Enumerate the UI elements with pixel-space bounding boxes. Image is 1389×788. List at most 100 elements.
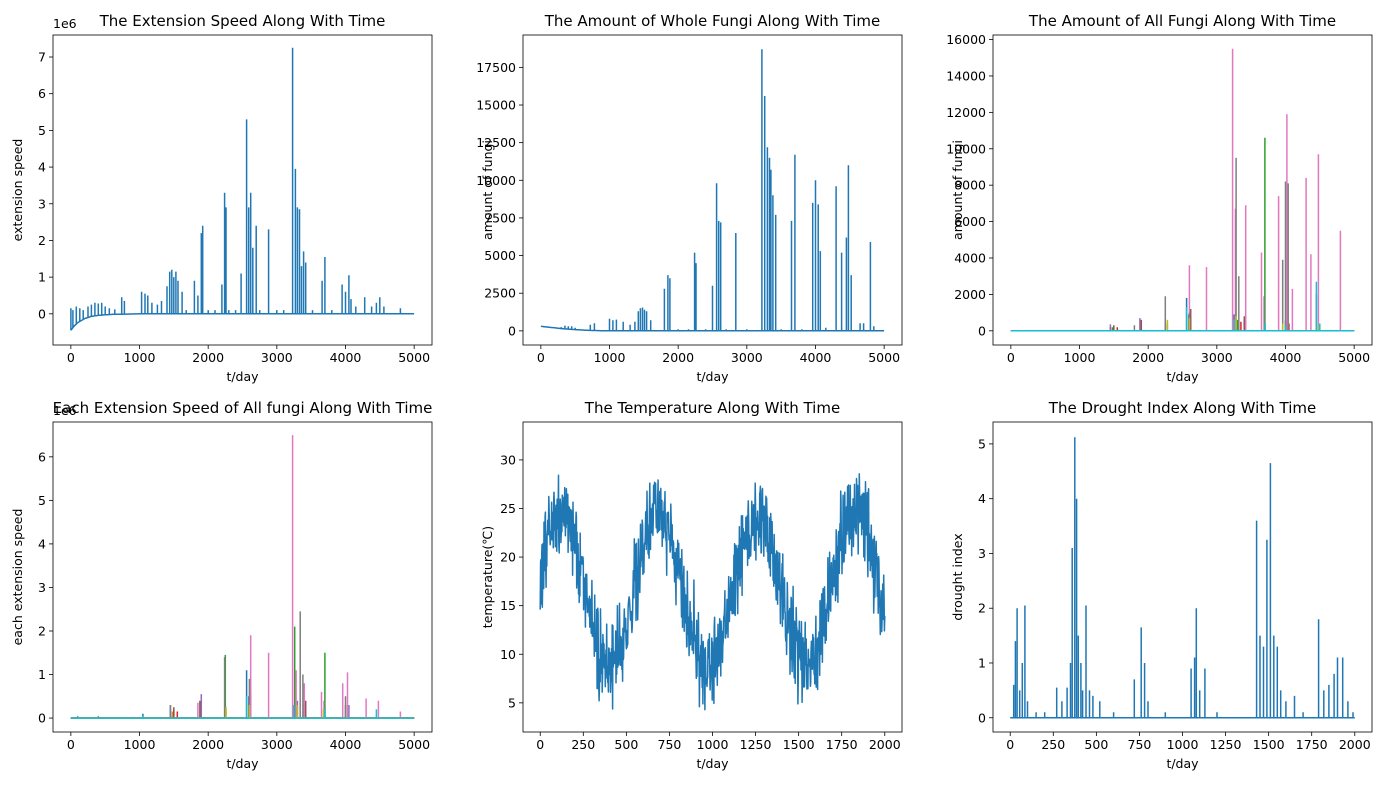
y-tick-label: 6 [38,86,46,101]
y-tick-label: 6000 [954,214,986,229]
x-tick-label: 2000 [1132,350,1164,365]
y-tick-label: 2 [38,623,46,638]
y-tick-label: 0 [38,711,46,726]
y-tick-label: 17500 [476,60,516,75]
x-axis-label: t/day [1166,756,1199,771]
subplot-6: 0 250 500 750 1000 1250 1500 1750 2000 0 1 2 3 4 5 The … [950,399,1373,771]
x-tick-label: 750 [1128,737,1152,752]
y-tick-label: 7 [38,50,46,65]
x-tick-label: 250 [571,737,595,752]
x-tick-label: 2000 [662,350,694,365]
x-tick-label: 4000 [1270,350,1302,365]
y-tick-label: 4 [38,160,46,175]
x-axis-label: t/day [696,756,729,771]
x-tick-label: 2000 [869,737,901,752]
series-group [1010,48,1355,332]
x-tick-label: 1250 [1210,737,1242,752]
y-axis-label: amount of fungi [480,140,495,240]
subplot-5: 0 250 500 750 1000 1250 1500 1750 2000 5 10 15 20 25 3… [480,399,903,771]
y-tick-label: 5 [38,493,46,508]
y-tick-label: 25 [500,501,516,516]
y-tick-label: 2500 [484,286,516,301]
y-tick-label: 0 [508,323,516,338]
series-line-1 [539,473,886,711]
x-axis-label: t/day [1166,369,1199,384]
x-tick-label: 5000 [1338,350,1370,365]
x-tick-label: 0 [67,737,75,752]
x-axis-label: t/day [226,369,259,384]
y-tick-label: 5 [978,436,986,451]
y-tick-label: 4000 [954,250,986,265]
x-tick-label: 0 [67,350,75,365]
y-tick-label: 1 [38,270,46,285]
series-line-1 [540,49,885,332]
x-tick-label: 4000 [330,737,362,752]
y-tick-label: 12500 [476,135,516,150]
x-tick-label: 3000 [1201,350,1233,365]
series-group [70,435,415,719]
y-tick-label: 20 [500,550,516,565]
x-tick-label: 1750 [826,737,858,752]
y-tick-label: 2 [978,601,986,616]
y-tick-label: 14000 [946,68,986,83]
y-tick-label: 15000 [476,98,516,113]
y-tick-label: 5 [38,123,46,138]
x-tick-label: 500 [614,737,638,752]
x-tick-label: 750 [658,737,682,752]
x-tick-label: 1000 [697,737,729,752]
y-tick-label: 1 [38,667,46,682]
x-tick-label: 3000 [731,350,763,365]
y-tick-label: 16000 [946,32,986,47]
x-tick-label: 250 [1041,737,1065,752]
series-line-10 [1010,281,1355,332]
y-axis-label: each extension speed [10,509,25,646]
subplot-title: Each Extension Speed of All fungi Along … [53,399,433,417]
axes-frame [52,421,433,733]
subplot-4: 0 1000 2000 3000 4000 5000 0 1 2 3 4 5 6 Each Extensi… [10,399,433,771]
y-axis-label: amount of fungi [950,140,965,240]
x-tick-label: 0 [1006,737,1014,752]
x-tick-label: 1500 [1253,737,1285,752]
y-tick-label: 4 [978,491,986,506]
x-axis-label: t/day [696,369,729,384]
series-group [1010,437,1355,719]
y-tick-label: 3 [978,546,986,561]
y-tick-label: 3 [38,580,46,595]
x-tick-label: 1000 [1064,350,1096,365]
y-axis-label: temperature(℃) [480,526,495,628]
series-group [70,47,415,331]
y-tick-label: 3 [38,196,46,211]
x-tick-label: 1250 [740,737,772,752]
x-tick-label: 3000 [261,350,293,365]
x-tick-label: 4000 [800,350,832,365]
axis-offset-text: 1e6 [53,403,77,418]
x-tick-label: 0 [537,350,545,365]
axes-frame [522,34,903,346]
subplot-title: The Amount of All Fungi Along With Time [1028,12,1336,30]
y-axis-label: drought index [950,533,965,620]
x-tick-label: 1750 [1296,737,1328,752]
x-tick-label: 2000 [1339,737,1371,752]
subplot-title: The Temperature Along With Time [584,399,840,417]
x-axis-label: t/day [226,756,259,771]
y-tick-label: 2 [38,233,46,248]
x-tick-label: 1500 [783,737,815,752]
x-tick-label: 5000 [398,737,430,752]
series-line-10 [70,696,415,719]
y-tick-label: 1 [978,655,986,670]
x-tick-label: 0 [536,737,544,752]
axes-frame [992,34,1373,346]
y-tick-label: 7500 [484,210,516,225]
y-tick-label: 2000 [954,287,986,302]
y-tick-label: 0 [978,710,986,725]
y-tick-label: 5 [508,695,516,710]
x-tick-label: 5000 [868,350,900,365]
subplot-title: The Amount of Whole Fungi Along With Tim… [544,12,881,30]
series-line-1 [1010,437,1355,719]
x-tick-label: 3000 [261,737,293,752]
series-group [540,49,885,332]
y-tick-label: 0 [38,306,46,321]
